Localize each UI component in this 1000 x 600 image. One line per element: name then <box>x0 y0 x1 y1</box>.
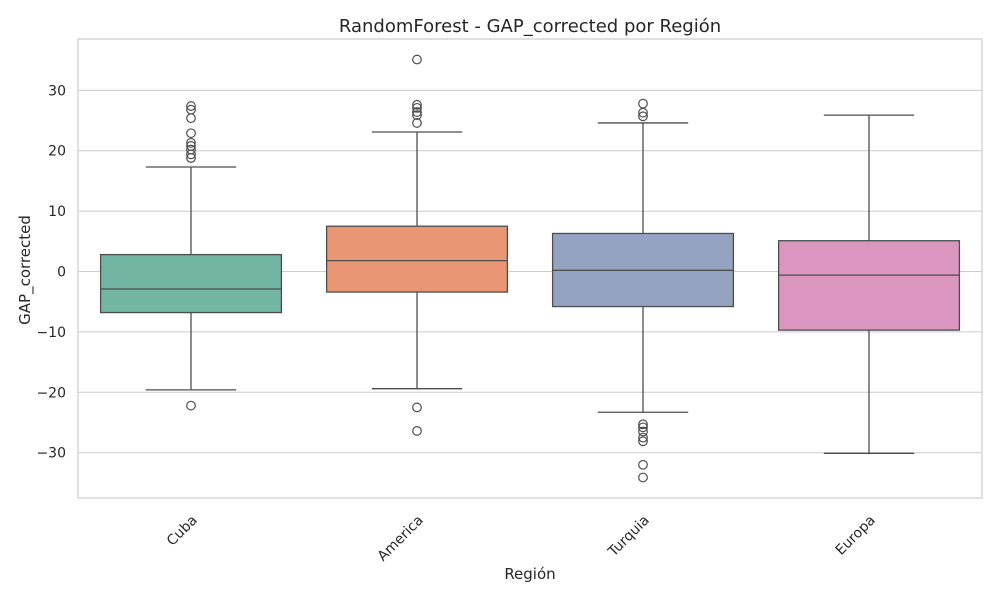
outlier-point <box>638 459 648 470</box>
outlier-point <box>186 400 196 411</box>
outlier-point <box>412 99 422 110</box>
outlier-point <box>638 472 648 483</box>
outlier-point <box>638 426 648 437</box>
outlier-point <box>412 426 422 436</box>
outlier-point <box>638 432 648 443</box>
outlier-point <box>412 118 422 128</box>
x-tick-label: Cuba <box>164 512 201 549</box>
box-group-america <box>325 54 509 436</box>
outlier-point <box>638 436 648 447</box>
box <box>777 240 961 331</box>
outlier-point <box>186 104 196 115</box>
y-tick-label: 20 <box>48 144 66 160</box>
x-tick-labels: Cuba America Turquia Europa <box>164 512 879 564</box>
box-plots <box>99 54 961 483</box>
box-group-cuba <box>99 101 283 411</box>
outlier-point <box>186 137 196 148</box>
outlier-point <box>412 402 422 413</box>
outlier-point <box>186 140 196 151</box>
box-group-europa <box>777 114 961 454</box>
box <box>325 225 509 293</box>
outlier-point <box>638 98 648 109</box>
outlier-point <box>412 54 422 65</box>
box <box>99 253 283 314</box>
y-tick-label: 10 <box>48 204 66 220</box>
x-tick-label: Turquia <box>605 512 653 560</box>
outlier-point <box>186 128 196 139</box>
outlier-point <box>412 107 422 117</box>
outlier-point <box>186 144 196 155</box>
outlier-point <box>638 422 648 433</box>
outlier-point <box>412 102 422 113</box>
outlier-point <box>186 113 196 124</box>
y-tick-label: 30 <box>48 83 66 99</box>
y-tick-label: −10 <box>36 325 66 341</box>
y-tick-label: −30 <box>36 446 66 462</box>
plot-area <box>77 38 983 499</box>
outlier-point <box>638 419 648 430</box>
x-tick-label: America <box>375 512 427 564</box>
y-tick-label: 0 <box>57 265 66 281</box>
y-tick-label: −20 <box>36 385 66 401</box>
box-group-turquia <box>551 98 735 483</box>
y-axis-label: GAP_corrected <box>16 215 35 325</box>
outlier-point <box>412 110 422 120</box>
outlier-point <box>186 101 196 111</box>
outlier-point <box>638 111 648 122</box>
x-tick-label: Europa <box>833 512 879 558</box>
y-tick-labels: −30 −20 −10 0 10 20 30 <box>36 83 66 461</box>
chart-title: RandomForest - GAP_corrected por Región <box>339 16 721 37</box>
x-axis-label: Región <box>504 565 555 583</box>
